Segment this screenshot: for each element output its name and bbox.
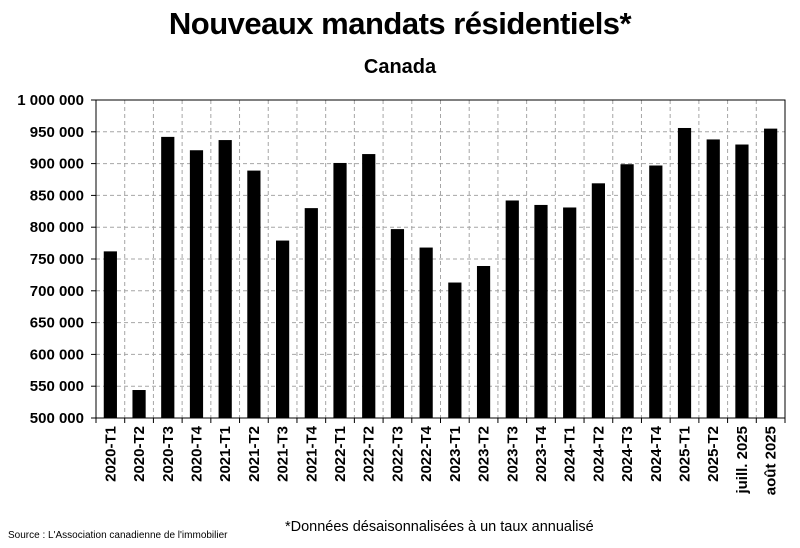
x-tick-labels: 2020-T1 2020-T2 2020-T3 2020-T4 2021-T1 2021-… [102,425,779,495]
x-tick-label: 2021-T4 [303,425,320,482]
y-tick-label: 950 000 [30,124,84,141]
bar [132,390,146,418]
y-tick-label: 1 000 000 [17,92,84,109]
y-tick-label: 700 000 [30,283,84,300]
bar [161,136,175,418]
y-tick-label: 750 000 [30,251,84,268]
bar [247,170,261,418]
x-tick-label: 2022-T4 [418,425,435,482]
x-tick-label: 2022-T2 [361,426,378,482]
y-tick-label: 650 000 [30,315,84,332]
bar [735,144,749,418]
x-tick-label: 2020-T4 [188,425,205,482]
bar [448,282,462,418]
y-tick-label: 500 000 [30,410,84,427]
x-tick-label: août 2025 [763,426,780,495]
bar [563,207,577,418]
bar [534,204,548,418]
y-tick-label: 550 000 [30,378,84,395]
x-tick-label: 2023-T2 [476,426,493,482]
bar [476,265,491,418]
y-tick-label: 800 000 [30,219,84,236]
bar [276,240,290,418]
x-tick-label: 2022-T1 [332,426,349,482]
bar [333,162,347,418]
x-tick-label: 2020-T3 [160,426,177,482]
x-tick-label: 2020-T1 [102,426,119,482]
x-tick-label: 2023-T4 [533,425,550,482]
bar [591,183,605,418]
axes [91,99,786,423]
x-tick-label: 2024-T2 [590,426,607,482]
bar [620,164,634,418]
bar [764,128,778,418]
chart-subtitle: Canada [363,56,437,78]
x-tick-label: 2021-T1 [217,426,234,482]
bar [505,200,519,418]
y-tick-labels: 500 000 550 000 600 000 650 000 700 000 750 0… [17,92,84,427]
bar [218,140,232,418]
y-tick-label: 900 000 [30,156,84,173]
x-tick-label: juill. 2025 [734,426,751,495]
x-tick-label: 2022-T3 [389,426,406,482]
x-tick-label: 2023-T1 [447,426,464,482]
x-tick-label: 2023-T3 [504,426,521,482]
x-tick-label: 2020-T2 [131,426,148,482]
y-tick-label: 600 000 [30,346,84,363]
footnote: *Données désaisonnalisées à un taux annu… [285,519,594,535]
bar [419,247,433,418]
x-tick-label: 2025-T1 [677,426,694,482]
x-tick-label: 2021-T3 [275,426,292,482]
bars [103,127,778,418]
bar [103,251,117,418]
chart-title: Nouveaux mandats résidentiels* [168,6,632,41]
bar [706,139,720,418]
x-tick-label: 2021-T2 [246,426,263,482]
bar [304,208,318,418]
bar [390,229,405,418]
y-tick-label: 850 000 [30,187,84,204]
x-tick-label: 2025-T2 [705,426,722,482]
x-tick-label: 2024-T4 [648,425,665,482]
source-note: Source : L'Association canadienne de l'i… [8,530,228,541]
bar [649,165,663,418]
x-tick-label: 2024-T3 [619,426,636,482]
bar [362,154,376,418]
x-tick-label: 2024-T1 [562,426,579,482]
bar [189,150,204,418]
plot-border [95,99,786,419]
bar [677,127,692,418]
